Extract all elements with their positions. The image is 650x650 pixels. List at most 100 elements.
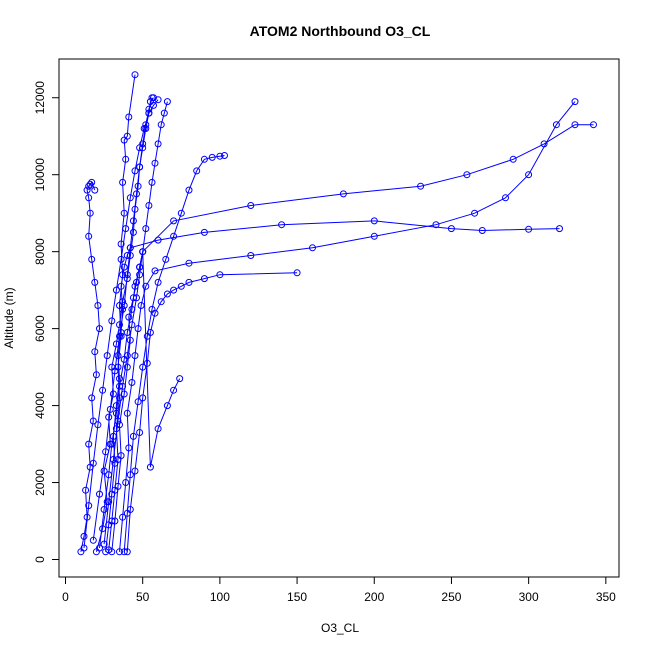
y-axis-label: Altitude (m): [2, 287, 16, 348]
series-11: [105, 71, 139, 554]
data-point: [185, 278, 193, 286]
series-line: [80, 181, 101, 552]
series-line: [119, 101, 576, 552]
data-point: [148, 94, 156, 102]
data-point: [105, 546, 113, 554]
data-point: [151, 267, 159, 275]
data-point: [142, 282, 150, 290]
data-point: [114, 352, 122, 360]
data-point: [151, 309, 159, 317]
data-point: [116, 394, 123, 402]
data-point: [111, 367, 119, 375]
y-tick-label: 2000: [33, 469, 47, 496]
x-tick-label: 350: [596, 590, 616, 604]
x-tick-label: 150: [287, 590, 307, 604]
data-point: [129, 217, 137, 225]
data-point: [100, 506, 108, 513]
data-point: [216, 271, 224, 279]
series-line: [126, 272, 298, 552]
y-axis: 0 2000 4000 6000 8000 10000 12000: [33, 81, 59, 563]
data-point: [131, 71, 139, 79]
y-tick-label: 12000: [33, 81, 47, 115]
data-point: [85, 232, 93, 240]
series-line: [99, 251, 181, 549]
data-point: [111, 486, 119, 494]
data-point: [185, 186, 193, 194]
data-point: [278, 221, 286, 229]
data-point: [509, 155, 517, 163]
data-point: [116, 548, 123, 556]
data-point: [100, 467, 108, 475]
data-point: [120, 209, 128, 217]
series-12: [89, 94, 156, 544]
data-point: [136, 429, 144, 436]
data-point: [125, 444, 133, 452]
data-point: [128, 379, 136, 386]
data-point: [590, 121, 597, 129]
data-point: [154, 140, 162, 148]
data-point: [112, 402, 120, 410]
data-point: [88, 178, 96, 186]
series-4: [108, 121, 597, 556]
data-point: [571, 121, 579, 129]
data-point: [112, 425, 120, 433]
data-point: [108, 317, 116, 325]
data-point: [170, 386, 178, 394]
data-point: [85, 502, 93, 510]
data-point: [86, 180, 94, 188]
series-line: [123, 155, 225, 552]
data-point: [154, 236, 162, 244]
data-point: [102, 448, 110, 456]
data-point: [129, 228, 137, 236]
data-point: [80, 544, 88, 552]
series-7: [123, 269, 301, 556]
data-point: [463, 171, 471, 179]
data-point: [91, 186, 99, 194]
data-point: [134, 398, 142, 406]
data-point: [148, 178, 156, 186]
x-tick-label: 200: [364, 590, 384, 604]
data-point: [85, 440, 93, 448]
data-point: [119, 271, 127, 279]
data-point: [139, 248, 147, 256]
data-point: [117, 255, 125, 263]
data-point: [136, 263, 144, 271]
data-point: [94, 302, 102, 309]
data-point: [123, 548, 131, 556]
data-point: [339, 190, 347, 198]
data-point: [91, 348, 99, 356]
data-point: [89, 459, 97, 467]
data-point: [176, 375, 184, 383]
series-9: [100, 98, 171, 548]
series-line: [95, 97, 154, 552]
data-point: [120, 302, 128, 309]
data-point: [447, 225, 455, 233]
data-point: [123, 271, 131, 279]
data-point: [145, 105, 153, 113]
series-5: [116, 98, 579, 556]
data-point: [114, 456, 122, 463]
data-point: [146, 329, 154, 336]
data-point: [247, 252, 255, 259]
data-point: [143, 359, 151, 367]
x-tick-label: 0: [62, 590, 69, 604]
data-point: [123, 409, 131, 417]
data-point: [163, 98, 171, 106]
data-point: [123, 132, 131, 140]
data-point: [85, 194, 93, 202]
data-point: [96, 490, 103, 498]
data-point: [92, 371, 100, 379]
data-point: [133, 190, 140, 198]
x-tick-label: 300: [519, 590, 539, 604]
data-point: [103, 352, 111, 360]
data-point: [309, 244, 316, 252]
data-point: [117, 240, 125, 248]
data-point: [136, 271, 144, 279]
data-point: [106, 405, 114, 413]
data-point: [86, 209, 94, 217]
data-point: [108, 517, 116, 525]
data-point: [122, 479, 130, 486]
data-point: [139, 394, 147, 402]
data-point: [131, 467, 139, 475]
